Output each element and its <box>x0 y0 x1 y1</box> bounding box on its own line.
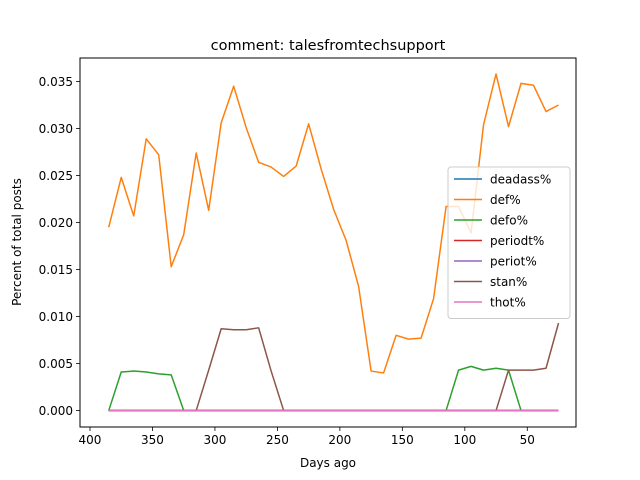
plot-series-group <box>108 73 560 412</box>
x-tick-label: 150 <box>391 433 414 447</box>
legend-label: stan% <box>490 275 527 289</box>
legend-label: periodt% <box>490 234 544 248</box>
y-tick-label: 0.015 <box>39 263 73 277</box>
x-tick-label: 400 <box>79 433 102 447</box>
legend-label: def% <box>490 193 521 207</box>
y-tick-label: 0.005 <box>39 357 73 371</box>
chart-title: comment: talesfromtechsupport <box>211 38 446 54</box>
x-tick-label: 250 <box>266 433 289 447</box>
y-tick-label: 0.035 <box>39 75 73 89</box>
x-tick-label: 50 <box>520 433 535 447</box>
x-tick-label: 350 <box>141 433 164 447</box>
y-tick-label: 0.030 <box>39 122 73 136</box>
x-tick-label: 100 <box>453 433 476 447</box>
legend-label: thot% <box>490 296 526 310</box>
legend-box <box>447 166 571 319</box>
legend-label: defo% <box>490 214 528 228</box>
legend-label: deadass% <box>490 173 551 187</box>
y-axis: 0.000 0.005 0.010 0.015 0.020 0.025 0.030 0.035 <box>39 75 80 418</box>
y-tick-label: 0.020 <box>39 216 73 230</box>
y-tick-label: 0.010 <box>39 310 73 324</box>
legend-label: periot% <box>490 255 537 269</box>
y-axis-label: Percent of total posts <box>10 178 24 306</box>
x-tick-label: 200 <box>328 433 351 447</box>
axes-frame <box>79 57 577 428</box>
y-tick-label: 0.025 <box>39 169 73 183</box>
series-line-def <box>108 73 559 374</box>
x-axis-label: Days ago <box>300 456 356 470</box>
x-axis: 400 350 300 250 200 150 100 50 <box>79 427 535 447</box>
legend: deadass% def% defo% periodt% periot% stan% tho… <box>447 166 571 319</box>
x-tick-label: 300 <box>203 433 226 447</box>
y-tick-label: 0.000 <box>39 404 73 418</box>
